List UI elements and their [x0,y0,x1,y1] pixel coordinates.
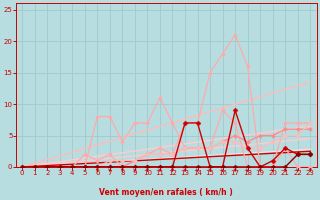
X-axis label: Vent moyen/en rafales ( km/h ): Vent moyen/en rafales ( km/h ) [100,188,233,197]
